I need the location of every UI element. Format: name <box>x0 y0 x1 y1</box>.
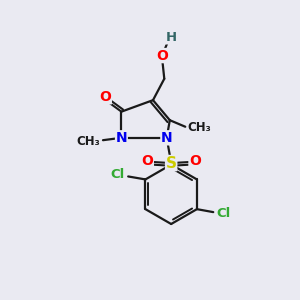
Text: Cl: Cl <box>110 169 124 182</box>
Text: CH₃: CH₃ <box>188 122 212 134</box>
Text: N: N <box>161 131 172 145</box>
Text: O: O <box>141 154 153 168</box>
Text: O: O <box>99 90 111 104</box>
Text: H: H <box>165 31 176 44</box>
Text: N: N <box>116 131 127 145</box>
Text: O: O <box>156 49 168 63</box>
Text: Cl: Cl <box>217 207 231 220</box>
Text: O: O <box>189 154 201 168</box>
Text: CH₃: CH₃ <box>77 135 100 148</box>
Text: S: S <box>166 156 177 171</box>
